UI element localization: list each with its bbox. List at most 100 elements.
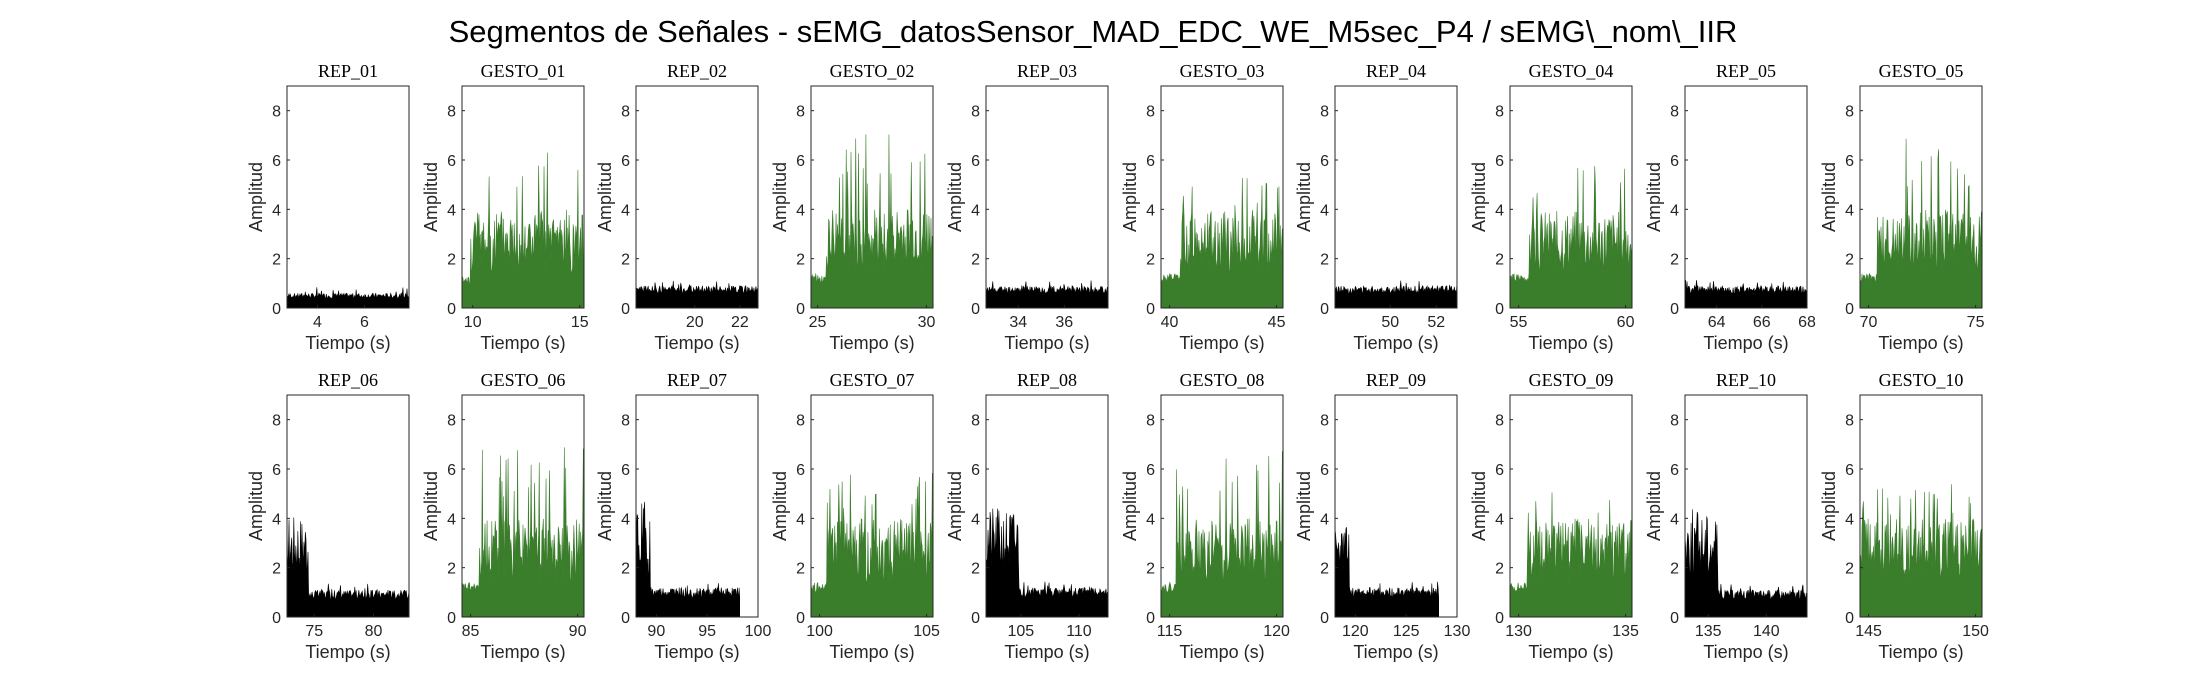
x-tick-label: 100 [806,623,833,640]
y-tick-label: 2 [272,252,281,269]
signal-area [985,280,1109,309]
y-axis-label: Amplitud [945,471,965,541]
subplot-rep-03: 0 2 4 6 8 34 36 REP_03 Tiempo (s) Amplitud [945,61,1109,353]
signal-area [985,508,1109,618]
subplot-title: GESTO_09 [1529,370,1614,390]
x-tick-label: 50 [1381,314,1399,331]
y-tick-label: 2 [1670,252,1679,269]
x-axis-label: Tiempo (s) [1353,333,1438,353]
y-tick-label: 2 [971,252,980,269]
y-tick-label: 4 [1670,511,1679,528]
axes-border [1509,394,1633,618]
y-tick-label: 4 [971,202,980,219]
subplot-title: GESTO_05 [1879,61,1964,81]
x-tick-label: 55 [1510,314,1528,331]
y-tick-label: 0 [447,610,456,627]
y-tick-label: 2 [1320,561,1329,578]
x-tick-label: 52 [1427,314,1445,331]
signal-area [1509,492,1633,618]
y-axis-label: Amplitud [770,471,790,541]
signal-area [1509,166,1633,309]
signal-area [1684,279,1808,309]
figure-title: Segmentos de Señales - sEMG_datosSensor_… [449,14,1738,49]
y-tick-label: 8 [971,413,980,430]
y-axis-label: Amplitud [595,471,615,541]
axes-border [985,85,1109,309]
y-tick-label: 2 [1146,252,1155,269]
y-tick-label: 4 [1670,202,1679,219]
x-axis-label: Tiempo (s) [1703,333,1788,353]
x-axis-label: Tiempo (s) [829,333,914,353]
signal-area [1334,280,1458,309]
axes-border [810,394,934,618]
y-tick-label: 8 [621,413,630,430]
y-tick-label: 0 [971,610,980,627]
axes-border [286,85,410,309]
y-tick-label: 8 [272,104,281,121]
y-tick-label: 0 [1146,610,1155,627]
x-tick-label: 70 [1860,314,1878,331]
x-axis-label: Tiempo (s) [1179,333,1264,353]
y-tick-label: 4 [1495,202,1504,219]
subplot-gesto-08: 0 2 4 6 8 115 120 GESTO_08 Tiempo (s) Amplitud [1120,370,1290,662]
signal-area [1859,484,1983,618]
axes-frame [286,85,410,309]
y-tick-label: 8 [1670,104,1679,121]
y-tick-label: 2 [796,561,805,578]
y-tick-label: 0 [1320,301,1329,318]
y-axis-label: Amplitud [1469,162,1489,232]
y-tick-label: 6 [1495,462,1504,479]
x-tick-label: 4 [313,314,322,331]
signal-area [286,517,410,618]
y-tick-label: 0 [1495,610,1504,627]
y-tick-label: 0 [621,301,630,318]
y-tick-label: 4 [447,202,456,219]
y-tick-label: 8 [621,104,630,121]
x-tick-label: 115 [1157,623,1183,640]
x-axis-label: Tiempo (s) [305,642,390,662]
y-tick-label: 0 [1670,301,1679,318]
y-tick-label: 0 [1320,610,1329,627]
y-tick-label: 0 [796,610,805,627]
x-axis-label: Tiempo (s) [1878,333,1963,353]
y-tick-label: 4 [621,202,630,219]
y-tick-label: 2 [621,561,630,578]
x-tick-label: 25 [809,314,827,331]
y-tick-label: 6 [796,153,805,170]
subplot-gesto-01: 0 2 4 6 8 10 15 GESTO_01 Tiempo (s) Amplitud [421,61,589,353]
y-tick-label: 4 [272,511,281,528]
subplot-title: GESTO_02 [830,61,915,81]
x-tick-label: 140 [1753,623,1780,640]
x-tick-label: 6 [360,314,369,331]
subplot-title: GESTO_04 [1529,61,1614,81]
y-tick-label: 6 [621,462,630,479]
axes-border [635,394,759,618]
y-tick-label: 8 [796,413,805,430]
axes-border [1684,394,1808,618]
subplot-gesto-07: 0 2 4 6 8 100 105 GESTO_07 Tiempo (s) Amplitud [770,370,940,662]
subplot-rep-01: 0 2 4 6 8 4 6 REP_01 Tiempo (s) Amplitud [246,61,410,353]
y-tick-label: 6 [971,462,980,479]
x-tick-label: 60 [1617,314,1635,331]
x-axis-label: Tiempo (s) [480,642,565,662]
x-tick-label: 90 [569,623,587,640]
y-tick-label: 6 [272,462,281,479]
x-axis-label: Tiempo (s) [1179,642,1264,662]
axes-frame [635,394,759,618]
subplot-gesto-04: 0 2 4 6 8 55 60 GESTO_04 Tiempo (s) Amplitud [1469,61,1635,353]
y-tick-label: 0 [1495,301,1504,318]
y-tick-label: 8 [1845,413,1854,430]
x-tick-label: 45 [1268,314,1286,331]
subplot-gesto-02: 0 2 4 6 8 25 30 GESTO_02 Tiempo (s) Amplitud [770,61,935,353]
y-tick-label: 0 [1845,610,1854,627]
axes-border [286,394,410,618]
y-tick-label: 4 [272,202,281,219]
signal-area [1859,138,1983,309]
signal-area [1160,451,1284,618]
x-tick-label: 80 [365,623,383,640]
subplot-title: GESTO_06 [481,370,566,390]
x-axis-label: Tiempo (s) [1353,642,1438,662]
x-tick-label: 90 [647,623,665,640]
